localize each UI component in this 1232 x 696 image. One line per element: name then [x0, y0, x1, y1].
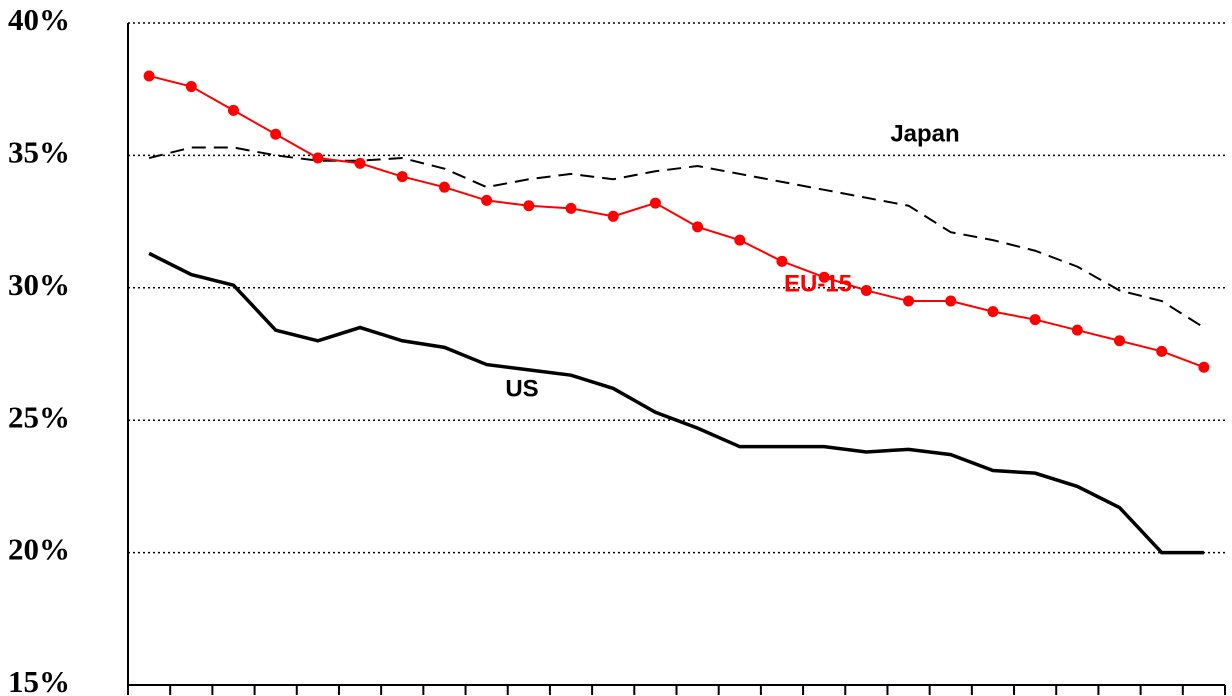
series-line	[148, 74, 1205, 369]
series-marker	[396, 171, 408, 183]
series-line	[148, 251, 1204, 555]
series-marker	[860, 284, 872, 296]
series-marker	[1029, 314, 1041, 326]
x-tick-label: 2000	[1025, 690, 1087, 696]
series-marker	[1071, 324, 1083, 336]
series-marker	[312, 152, 324, 164]
series-marker	[143, 70, 155, 82]
series-marker	[523, 200, 535, 212]
y-tick-label: 40%	[8, 2, 70, 37]
series-marker	[481, 194, 493, 206]
series-marker	[354, 157, 366, 169]
series-marker	[227, 104, 239, 116]
series-marker	[1198, 361, 1210, 373]
series-label: US	[505, 375, 538, 402]
series-line	[148, 146, 1205, 329]
series-marker	[1156, 345, 1168, 357]
series-marker	[565, 202, 577, 214]
x-tick-label: 1994	[772, 690, 834, 696]
series-label: Japan	[890, 120, 959, 147]
series-marker	[945, 295, 957, 307]
x-tick-label: 1982	[266, 690, 328, 696]
series-marker	[649, 197, 661, 209]
x-tick-label: 2003	[1152, 690, 1214, 696]
series-marker	[1114, 335, 1126, 347]
y-tick-label: 30%	[8, 267, 70, 302]
x-tick-label: 1979	[139, 690, 201, 696]
y-tick-label: 25%	[8, 399, 70, 434]
series-label: EU-15	[784, 270, 852, 297]
x-tick-label: 1997	[899, 690, 961, 696]
series-marker	[438, 181, 450, 193]
series-marker	[776, 255, 788, 267]
series-marker	[987, 306, 999, 318]
series-marker	[818, 271, 830, 283]
y-tick-label: 15%	[8, 664, 70, 696]
x-tick-label: 1985	[392, 690, 454, 696]
series-marker	[270, 128, 282, 140]
series-marker	[692, 221, 704, 233]
series-marker	[903, 295, 915, 307]
y-tick-label: 20%	[8, 532, 70, 567]
x-tick-label: 1991	[646, 690, 708, 696]
series-marker	[185, 81, 197, 93]
x-tick-label: 1988	[519, 690, 581, 696]
series-marker	[734, 234, 746, 246]
y-tick-label: 35%	[8, 135, 70, 170]
series-marker	[607, 210, 619, 222]
